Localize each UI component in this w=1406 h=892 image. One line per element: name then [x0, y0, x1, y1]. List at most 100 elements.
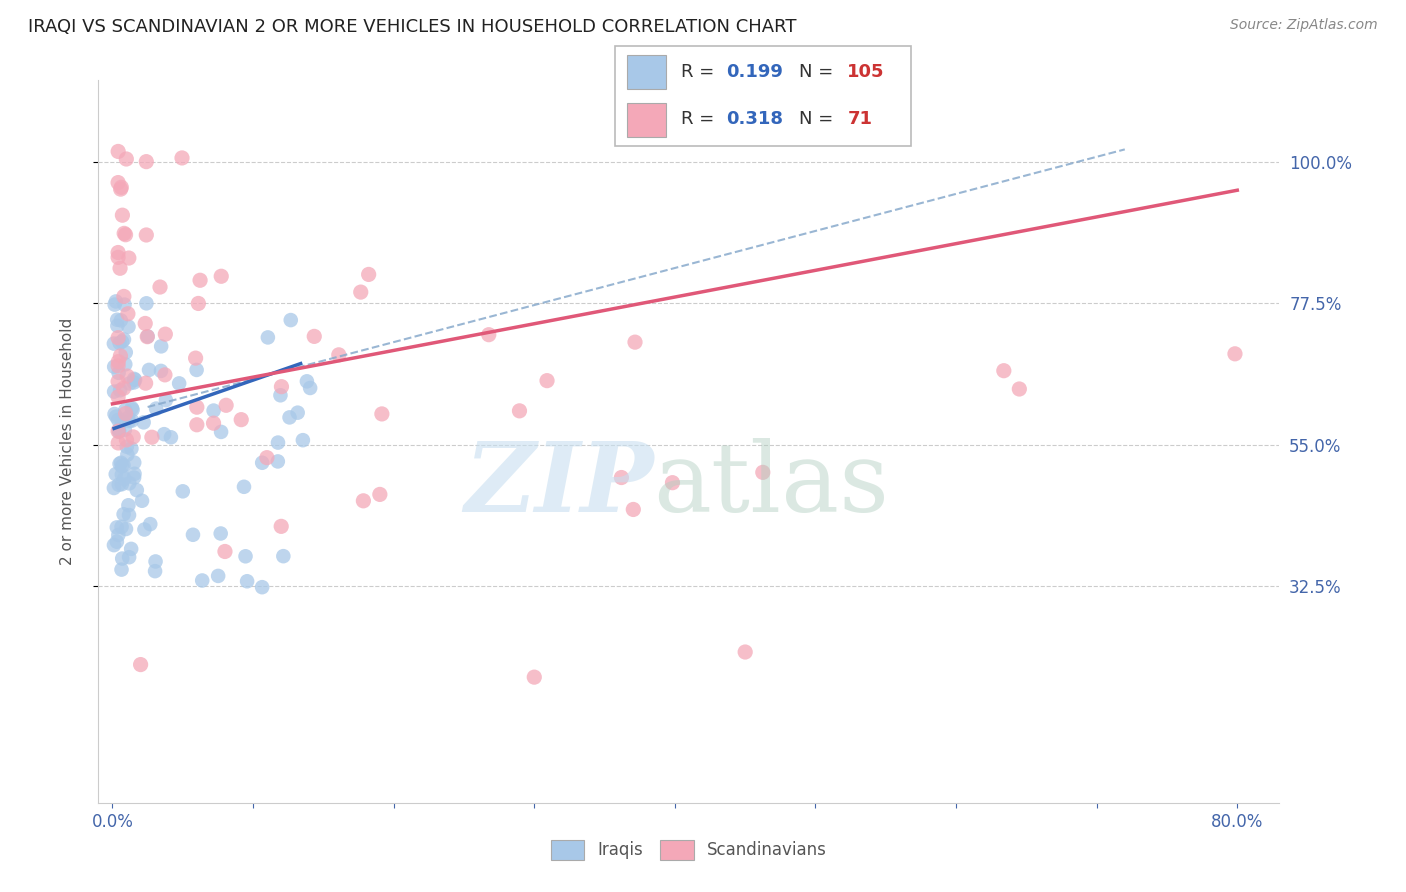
Point	[112, 508, 135, 522]
Point	[186, 400, 208, 414]
Point	[270, 519, 292, 533]
Point	[115, 152, 138, 166]
Point	[108, 335, 131, 350]
Point	[357, 268, 380, 282]
Point	[105, 534, 128, 549]
Point	[215, 398, 238, 412]
Point	[110, 456, 132, 470]
Point	[118, 550, 141, 565]
Point	[256, 450, 278, 465]
Point	[155, 327, 177, 342]
Point	[120, 442, 142, 456]
Point	[112, 289, 135, 303]
Point	[131, 493, 153, 508]
Point	[124, 373, 146, 387]
Point	[107, 245, 129, 260]
Point	[114, 227, 136, 242]
Point	[117, 448, 139, 462]
Point	[478, 327, 501, 342]
Point	[107, 390, 129, 404]
Point	[508, 404, 530, 418]
Point	[267, 435, 290, 450]
Point	[202, 416, 225, 430]
Point	[111, 334, 134, 349]
Point	[107, 528, 129, 542]
Point	[143, 564, 166, 578]
Point	[231, 412, 253, 426]
Point	[103, 384, 125, 399]
Text: Source: ZipAtlas.com: Source: ZipAtlas.com	[1230, 18, 1378, 32]
Point	[523, 670, 546, 684]
Point	[107, 436, 129, 450]
Point	[110, 182, 132, 196]
Point	[250, 580, 273, 594]
Text: atlas: atlas	[654, 438, 890, 532]
Point	[269, 388, 291, 402]
Point	[209, 269, 232, 284]
Point	[105, 409, 128, 424]
Point	[134, 317, 156, 331]
Point	[112, 227, 135, 241]
Point	[121, 402, 143, 417]
Text: N =: N =	[799, 63, 839, 81]
Point	[107, 176, 129, 190]
Point	[139, 517, 162, 532]
Point	[136, 329, 159, 343]
Point	[107, 145, 129, 159]
Point	[250, 456, 273, 470]
Point	[114, 403, 136, 417]
Point	[105, 312, 128, 326]
Point	[115, 440, 138, 454]
Point	[1008, 382, 1031, 396]
Point	[110, 563, 132, 577]
Point	[107, 413, 129, 427]
Text: 0.199: 0.199	[727, 63, 783, 81]
Point	[145, 554, 167, 568]
Y-axis label: 2 or more Vehicles in Household: 2 or more Vehicles in Household	[60, 318, 75, 566]
Point	[236, 574, 259, 589]
Point	[120, 541, 142, 556]
Point	[170, 151, 193, 165]
Point	[114, 298, 136, 312]
Point	[108, 457, 131, 471]
Point	[135, 154, 157, 169]
Point	[110, 349, 132, 363]
Point	[1223, 347, 1246, 361]
Point	[112, 333, 135, 347]
Point	[111, 477, 134, 491]
FancyBboxPatch shape	[627, 103, 666, 137]
Point	[188, 273, 211, 287]
Point	[122, 376, 145, 390]
Point	[280, 313, 302, 327]
Point	[107, 375, 129, 389]
Point	[209, 425, 232, 439]
Point	[624, 335, 647, 350]
Point	[118, 376, 141, 391]
Point	[207, 569, 229, 583]
Point	[115, 433, 138, 447]
Point	[155, 393, 177, 408]
Point	[371, 407, 394, 421]
Point	[110, 313, 132, 327]
Point	[202, 403, 225, 417]
Point	[129, 657, 152, 672]
Point	[135, 376, 157, 391]
Point	[235, 549, 257, 564]
Point	[299, 381, 322, 395]
Point	[150, 339, 173, 353]
Point	[278, 410, 301, 425]
Point	[135, 296, 157, 310]
Point	[352, 493, 374, 508]
Point	[368, 487, 391, 501]
Point	[114, 345, 136, 359]
Point	[118, 476, 141, 491]
Point	[233, 480, 256, 494]
Point	[112, 472, 135, 486]
Point	[167, 376, 190, 391]
Point	[752, 466, 775, 480]
Point	[149, 364, 172, 378]
Point	[993, 364, 1015, 378]
Point	[186, 363, 208, 377]
Point	[209, 526, 232, 541]
Point	[103, 359, 125, 374]
